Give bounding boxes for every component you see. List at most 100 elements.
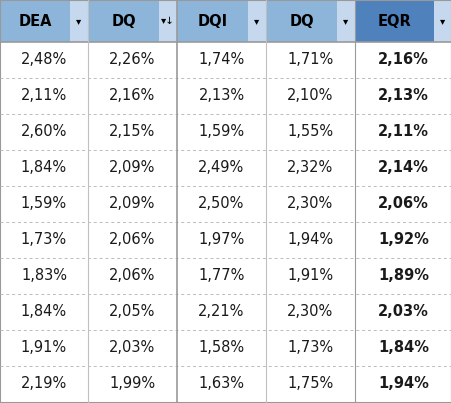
Text: 1,63%: 1,63% xyxy=(198,376,244,391)
Bar xyxy=(248,0,265,42)
Text: 2,03%: 2,03% xyxy=(109,341,155,355)
Bar xyxy=(265,294,354,330)
Bar xyxy=(265,78,354,114)
Text: 2,30%: 2,30% xyxy=(287,197,333,212)
Text: 1,83%: 1,83% xyxy=(21,268,67,283)
Text: 2,30%: 2,30% xyxy=(287,305,333,320)
Text: EQR: EQR xyxy=(377,13,410,29)
Bar xyxy=(88,150,177,186)
Text: 1,94%: 1,94% xyxy=(287,233,333,247)
Bar xyxy=(354,0,433,42)
Text: 2,32%: 2,32% xyxy=(287,160,333,175)
Bar xyxy=(354,78,451,114)
Text: 2,26%: 2,26% xyxy=(109,52,155,67)
Bar xyxy=(336,0,354,42)
Bar xyxy=(265,366,354,402)
Bar xyxy=(354,294,451,330)
Text: 1,73%: 1,73% xyxy=(21,233,67,247)
Bar xyxy=(354,222,451,258)
Text: 1,84%: 1,84% xyxy=(21,160,67,175)
Bar xyxy=(88,258,177,294)
Text: 1,84%: 1,84% xyxy=(377,341,428,355)
Bar xyxy=(354,150,451,186)
Bar xyxy=(177,0,248,42)
Text: 2,06%: 2,06% xyxy=(109,268,155,283)
Text: 2,09%: 2,09% xyxy=(109,160,155,175)
Bar xyxy=(177,258,265,294)
Text: 1,71%: 1,71% xyxy=(287,52,333,67)
Text: ▾: ▾ xyxy=(254,16,259,26)
Bar xyxy=(177,186,265,222)
Bar xyxy=(159,0,177,42)
Bar xyxy=(0,150,88,186)
Bar xyxy=(433,0,451,42)
Text: DQI: DQI xyxy=(197,13,227,29)
Text: 1,74%: 1,74% xyxy=(198,52,244,67)
Text: 1,94%: 1,94% xyxy=(377,376,428,391)
Bar xyxy=(265,42,354,78)
Text: 2,11%: 2,11% xyxy=(377,125,428,139)
Bar xyxy=(354,366,451,402)
Text: 2,49%: 2,49% xyxy=(198,160,244,175)
Bar xyxy=(177,330,265,366)
Bar xyxy=(354,258,451,294)
Bar xyxy=(177,150,265,186)
Text: 1,91%: 1,91% xyxy=(287,268,333,283)
Text: 2,03%: 2,03% xyxy=(377,305,428,320)
Bar xyxy=(88,186,177,222)
Text: 2,10%: 2,10% xyxy=(287,89,333,104)
Text: 2,60%: 2,60% xyxy=(21,125,67,139)
Bar xyxy=(177,114,265,150)
Bar xyxy=(265,114,354,150)
Bar xyxy=(177,366,265,402)
Text: ▾↓: ▾↓ xyxy=(161,16,175,26)
Text: 1,75%: 1,75% xyxy=(287,376,333,391)
Text: 1,55%: 1,55% xyxy=(287,125,333,139)
Bar xyxy=(0,294,88,330)
Bar xyxy=(177,222,265,258)
Bar xyxy=(88,42,177,78)
Bar xyxy=(0,330,88,366)
Bar xyxy=(0,186,88,222)
Text: 2,16%: 2,16% xyxy=(377,52,428,67)
Text: 1,58%: 1,58% xyxy=(198,341,244,355)
Bar xyxy=(88,366,177,402)
Bar xyxy=(0,258,88,294)
Text: 1,97%: 1,97% xyxy=(198,233,244,247)
Text: 2,15%: 2,15% xyxy=(109,125,155,139)
Bar xyxy=(354,114,451,150)
Bar xyxy=(0,42,88,78)
Text: 2,21%: 2,21% xyxy=(198,305,244,320)
Bar xyxy=(265,222,354,258)
Bar xyxy=(0,114,88,150)
Text: 2,06%: 2,06% xyxy=(377,197,428,212)
Bar xyxy=(177,78,265,114)
Text: 1,89%: 1,89% xyxy=(377,268,428,283)
Text: 2,50%: 2,50% xyxy=(198,197,244,212)
Bar xyxy=(88,0,159,42)
Bar xyxy=(88,114,177,150)
Text: DEA: DEA xyxy=(18,13,51,29)
Bar xyxy=(70,0,88,42)
Text: ▾: ▾ xyxy=(76,16,82,26)
Text: 2,14%: 2,14% xyxy=(377,160,428,175)
Text: 2,11%: 2,11% xyxy=(21,89,67,104)
Text: 2,05%: 2,05% xyxy=(109,305,155,320)
Text: DQ: DQ xyxy=(111,13,135,29)
Bar xyxy=(354,330,451,366)
Text: 2,19%: 2,19% xyxy=(21,376,67,391)
Text: 1,73%: 1,73% xyxy=(287,341,333,355)
Text: 1,92%: 1,92% xyxy=(377,233,428,247)
Bar xyxy=(265,186,354,222)
Text: 1,59%: 1,59% xyxy=(21,197,67,212)
Bar xyxy=(88,294,177,330)
Text: ▾: ▾ xyxy=(439,16,445,26)
Text: 2,09%: 2,09% xyxy=(109,197,155,212)
Bar xyxy=(88,330,177,366)
Text: 1,99%: 1,99% xyxy=(109,376,155,391)
Bar xyxy=(88,78,177,114)
Text: 2,48%: 2,48% xyxy=(21,52,67,67)
Text: 1,77%: 1,77% xyxy=(198,268,244,283)
Bar xyxy=(0,78,88,114)
Text: 2,16%: 2,16% xyxy=(109,89,155,104)
